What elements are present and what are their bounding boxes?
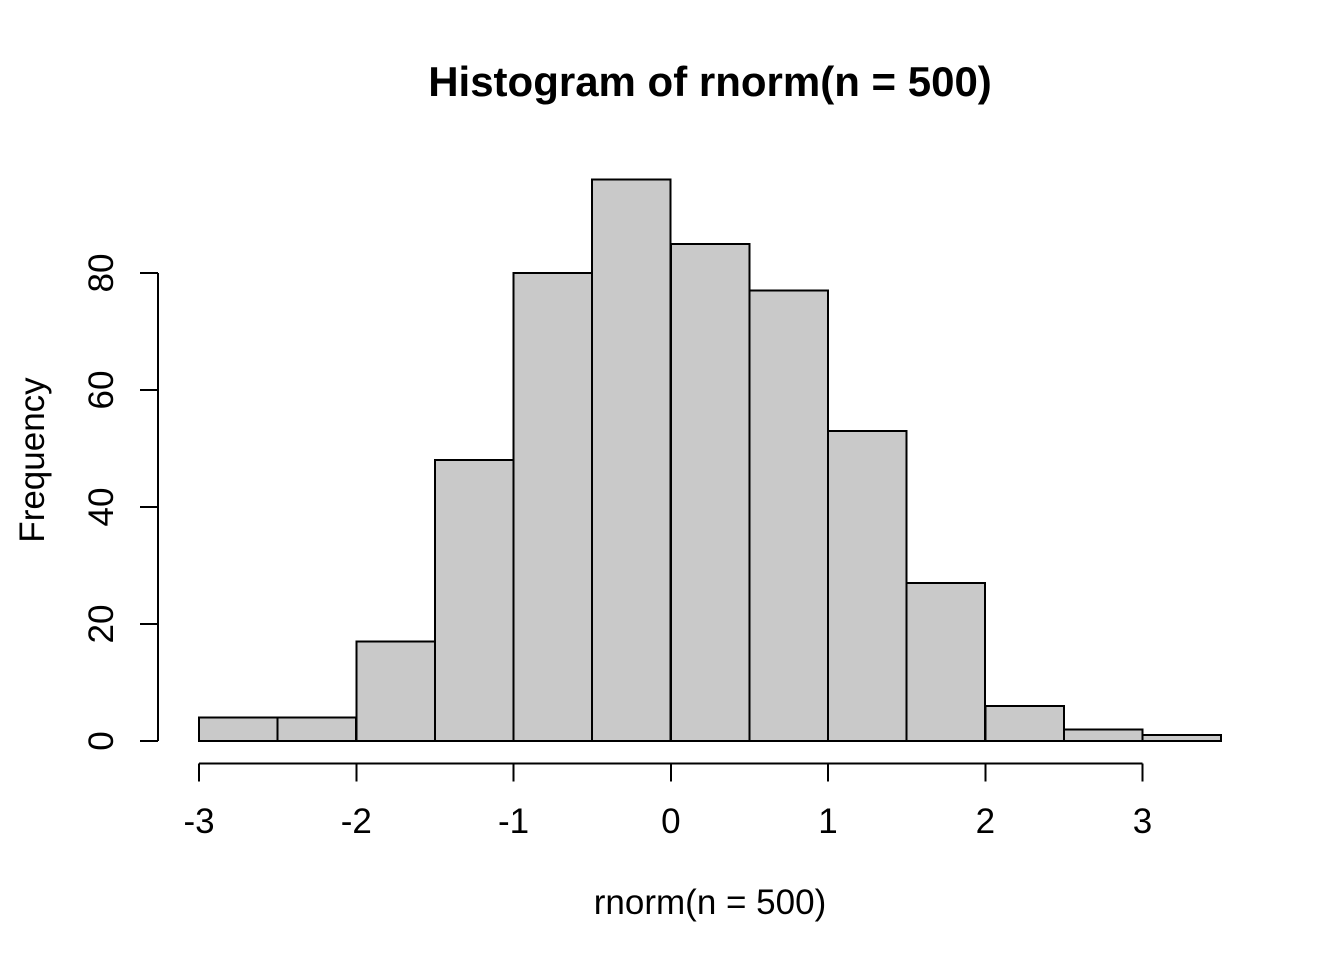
y-axis-label: Frequency — [13, 377, 52, 543]
y-tick-label: 0 — [82, 731, 121, 750]
histogram-bar — [748, 289, 830, 742]
histogram-bar — [1062, 728, 1144, 742]
histogram-bar — [905, 582, 987, 742]
histogram-bar — [276, 716, 358, 742]
histogram-bar — [591, 178, 672, 742]
histogram-bar — [512, 272, 594, 742]
x-tick-label: 3 — [1133, 802, 1152, 841]
y-tick-label: 80 — [82, 254, 121, 293]
histogram-bar — [984, 704, 1065, 743]
histogram-bar — [198, 716, 279, 742]
plot-geometry — [140, 178, 1223, 782]
histogram-bar — [433, 459, 515, 742]
x-tick-label: 2 — [976, 802, 995, 841]
y-tick-label: 60 — [82, 371, 121, 410]
x-tick-label: -3 — [183, 802, 214, 841]
x-tick-label: 1 — [818, 802, 837, 841]
y-tick-label: 20 — [82, 605, 121, 644]
y-tick-label: 40 — [82, 488, 121, 527]
histogram-bar — [355, 640, 436, 742]
x-axis-label: rnorm(n = 500) — [593, 883, 827, 922]
histogram-bar — [827, 430, 908, 742]
chart-title: Histogram of rnorm(n = 500) — [428, 58, 992, 105]
x-tick-label: -1 — [498, 802, 529, 841]
histogram-bar — [1141, 734, 1223, 742]
histogram-bar — [669, 242, 751, 743]
x-tick-label: -2 — [341, 802, 372, 841]
x-tick-label: 0 — [661, 802, 680, 841]
